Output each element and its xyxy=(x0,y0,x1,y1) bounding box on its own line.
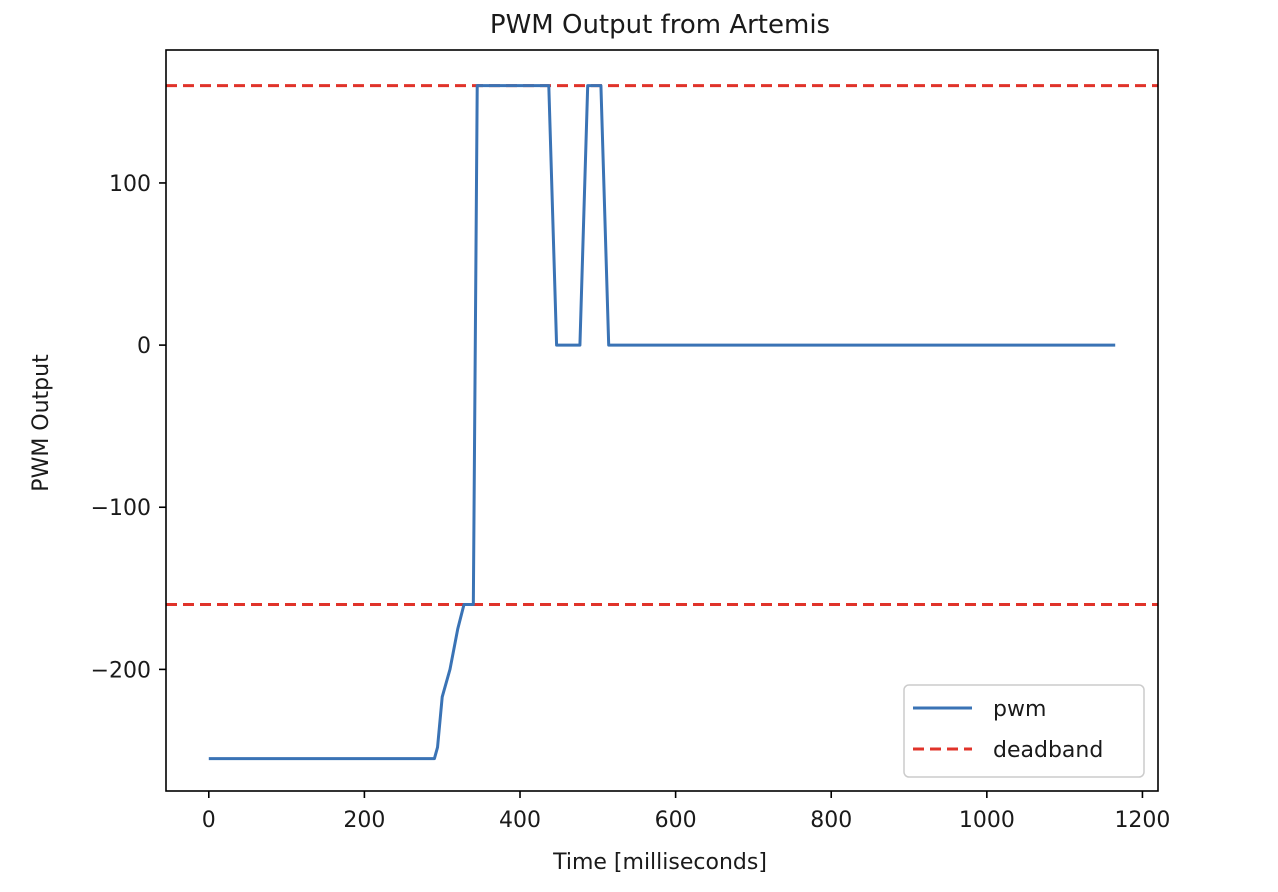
y-tick-label: 0 xyxy=(137,334,151,359)
x-axis-label: Time [milliseconds] xyxy=(552,850,767,875)
x-axis-ticks: 0 200 400 600 800 1000 1200 xyxy=(202,791,1170,833)
plot-frame xyxy=(165,49,1159,792)
x-tick-label: 800 xyxy=(810,808,852,833)
chart-title: PWM Output from Artemis xyxy=(490,10,830,40)
y-tick-label: 100 xyxy=(109,172,151,197)
legend-label-deadband: deadband xyxy=(993,738,1103,763)
x-tick-label: 0 xyxy=(202,808,216,833)
y-axis-ticks: 100 0 −100 −200 xyxy=(91,172,166,683)
x-tick-label: 400 xyxy=(499,808,541,833)
x-tick-label: 1000 xyxy=(959,808,1015,833)
pwm-series-line xyxy=(208,84,1116,761)
y-axis-label: PWM Output xyxy=(29,354,54,492)
legend-label-pwm: pwm xyxy=(993,697,1046,722)
y-tick-label: −200 xyxy=(91,658,151,683)
y-tick-label: −100 xyxy=(91,496,151,521)
x-tick-label: 200 xyxy=(343,808,385,833)
legend: pwm deadband xyxy=(903,684,1145,778)
plot-area xyxy=(166,84,1158,761)
x-tick-label: 1200 xyxy=(1114,808,1170,833)
x-tick-label: 600 xyxy=(655,808,697,833)
